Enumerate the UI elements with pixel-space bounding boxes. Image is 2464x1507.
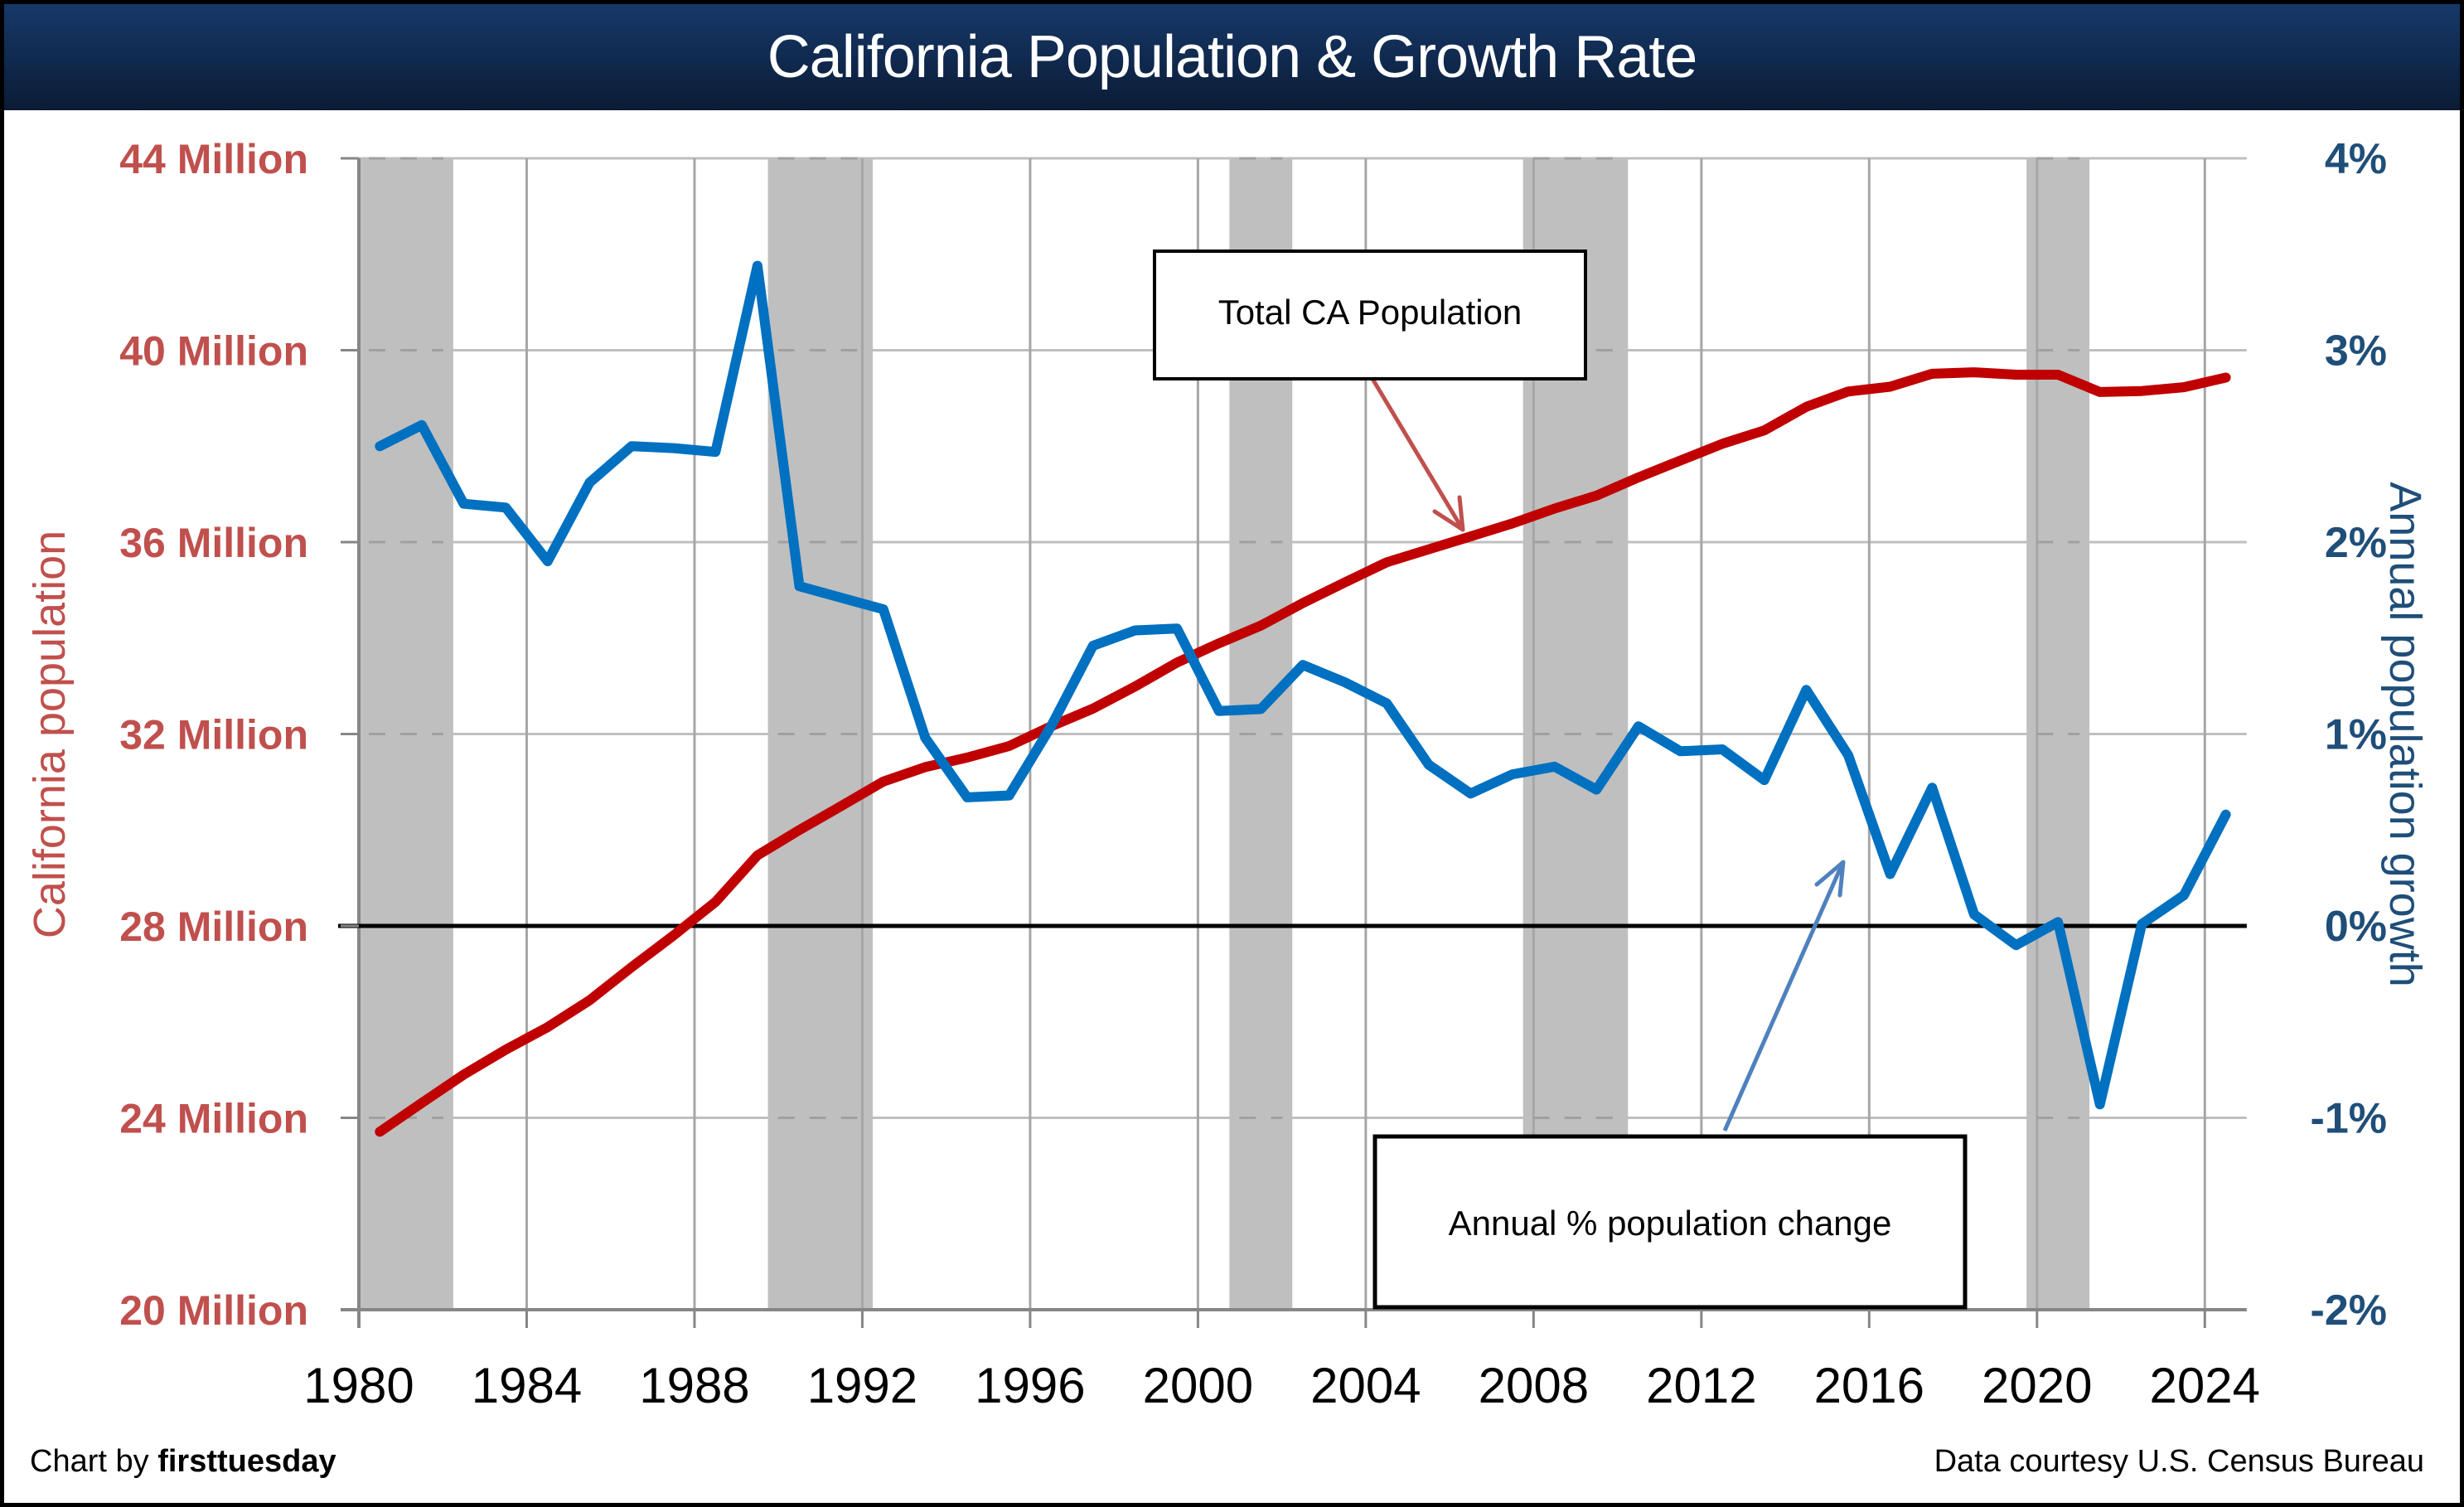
x-tick-label: 1996 <box>975 1358 1085 1413</box>
credit-prefix: Chart by <box>30 1444 149 1479</box>
left-tick-label: 20 Million <box>119 1287 308 1334</box>
x-tick-label: 2012 <box>1646 1358 1756 1413</box>
left-axis-label: California population <box>25 531 75 938</box>
chart-title: California Population & Growth Rate <box>767 24 1698 90</box>
x-tick-label: 2004 <box>1310 1358 1421 1413</box>
right-tick-label: 0% <box>2325 903 2387 951</box>
left-tick-label: 36 Million <box>119 520 308 566</box>
population-label-box <box>1153 250 1587 380</box>
population-label: Total CA Population <box>1218 293 1522 332</box>
series-lines <box>375 260 2231 1137</box>
credit-brand: firsttuesday <box>157 1444 336 1479</box>
x-axis-ticks: 1980 1984 1988 1992 1996 2000 2004 2008 2012 2016… <box>303 1310 2260 1413</box>
right-tick-label: 2% <box>2325 519 2387 567</box>
left-tick-label: 44 Million <box>119 136 308 182</box>
x-tick-label: 2020 <box>1982 1358 2092 1413</box>
growth-label: Annual % population change <box>1449 1204 1892 1243</box>
x-tick-label: 1988 <box>639 1358 749 1413</box>
x-tick-label: 2008 <box>1479 1358 1589 1413</box>
left-tick-label: 28 Million <box>119 904 308 950</box>
x-tick-label: 1980 <box>303 1358 414 1413</box>
title-bar: California Population & Growth Rate <box>4 4 2460 110</box>
data-source: Data courtesy U.S. Census Bureau <box>1934 1444 2424 1479</box>
x-tick-label: 2000 <box>1143 1358 1253 1413</box>
left-tick-label: 40 Million <box>119 328 308 375</box>
x-tick-label: 1992 <box>807 1358 917 1413</box>
growth-arrow-head <box>1814 860 1846 898</box>
x-tick-label: 2024 <box>2150 1358 2260 1413</box>
right-axis-label: Annual population growth <box>2380 482 2430 986</box>
chart-credit: Chart by firsttuesday <box>30 1444 336 1479</box>
left-tick-label: 32 Million <box>119 712 308 758</box>
annotation-population: Total CA Population <box>1153 250 1587 532</box>
growth-label-box <box>1372 1134 1968 1310</box>
growth-series-line <box>375 260 2231 1110</box>
population-arrow-head <box>1432 495 1465 532</box>
right-axis-ticks: 4% 3% 2% 1% 0% -1% -2% <box>2311 135 2387 1335</box>
right-tick-label: -2% <box>2311 1287 2387 1335</box>
population-series-line <box>375 367 2231 1137</box>
right-tick-label: 1% <box>2325 711 2387 759</box>
growth-arrow-shaft <box>1722 864 1844 1132</box>
right-tick-label: 3% <box>2325 327 2387 376</box>
chart-area: 44 Million 40 Million 36 Million 32 Million… <box>25 135 2430 1479</box>
left-tick-label: 24 Million <box>119 1096 308 1142</box>
x-tick-label: 1984 <box>472 1358 582 1413</box>
population-arrow-shaft <box>1370 377 1463 527</box>
right-tick-label: 4% <box>2325 135 2387 183</box>
axes <box>338 158 2247 1328</box>
right-tick-label: -1% <box>2311 1095 2387 1143</box>
annotation-growth: Annual % population change <box>1372 860 1968 1310</box>
left-axis-ticks: 44 Million 40 Million 36 Million 32 Million… <box>119 136 359 1334</box>
x-tick-label: 2016 <box>1814 1358 1924 1413</box>
